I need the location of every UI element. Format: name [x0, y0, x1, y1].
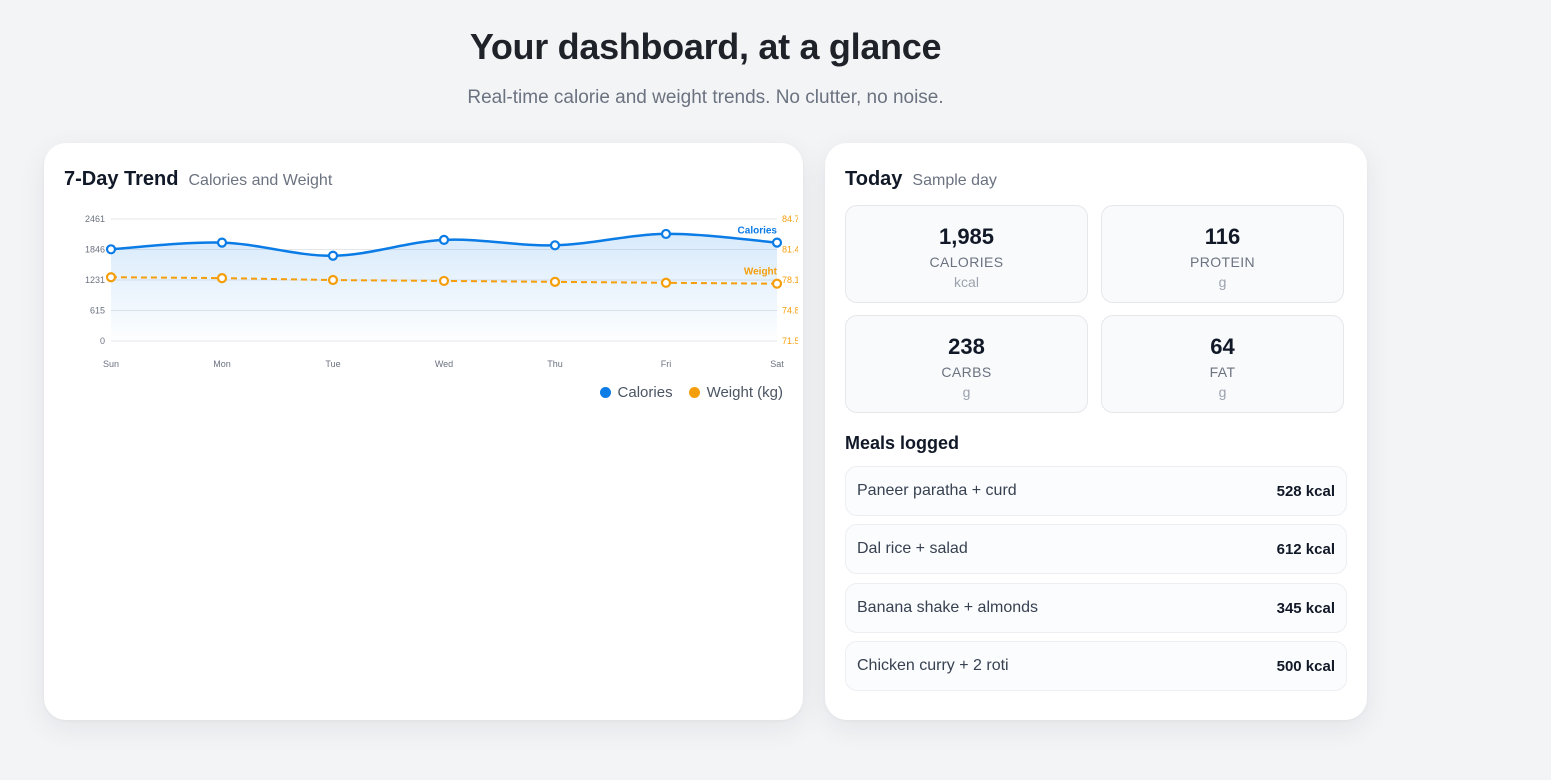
- legend-item-weight[interactable]: Weight (kg): [688, 384, 783, 401]
- point-weight: [438, 275, 450, 287]
- y-tick-label-right: 74.8: [782, 306, 798, 316]
- point-weight: [660, 277, 672, 288]
- point-calories: [216, 237, 228, 248]
- today-card: Today Sample day 1,985 CALORIES kcal 116…: [825, 143, 1367, 720]
- point-weight: [105, 272, 117, 283]
- page-title: Your dashboard, at a glance: [469, 26, 942, 67]
- meal-row[interactable]: Chicken curry + 2 roti 500 kcal: [845, 641, 1347, 691]
- x-tick-label: Fri: [661, 359, 672, 369]
- x-tick-label: Thu: [547, 359, 563, 369]
- meal-kcal: 528 kcal: [1276, 482, 1335, 500]
- series-area-calories: [111, 233, 777, 341]
- today-subtitle: Sample day: [912, 172, 997, 189]
- y-tick-label-right: 81.4: [782, 245, 798, 255]
- page-subtitle: Real-time calorie and weight trends. No …: [467, 87, 944, 108]
- point-weight: [549, 276, 561, 287]
- macro-value: 116: [1204, 224, 1241, 249]
- macro-unit: g: [962, 384, 971, 400]
- meal-name: Banana shake + almonds: [857, 599, 1039, 616]
- series-end-label-weight: Weight: [744, 267, 778, 278]
- y-tick-label-left: 2461: [85, 214, 105, 224]
- point-calories: [771, 237, 783, 248]
- macro-unit: g: [1218, 384, 1227, 400]
- trend-card: 7-Day Trend Calories and Weight 0 615 1231…: [44, 143, 803, 720]
- meal-row[interactable]: Paneer paratha + curd 528 kcal: [845, 466, 1347, 516]
- y-tick-label-left: 615: [90, 306, 105, 316]
- macro-value: 1,985: [938, 224, 995, 249]
- today-title: Today: [845, 168, 903, 190]
- macro-value: 64: [1210, 334, 1235, 359]
- meal-row[interactable]: Dal rice + salad 612 kcal: [845, 524, 1347, 574]
- macro-label: CARBS: [941, 364, 992, 380]
- macro-unit: kcal: [954, 274, 979, 290]
- y-tick-label-right: 78.1: [782, 275, 798, 285]
- x-tick-label: Sat: [770, 359, 784, 369]
- meals-title: Meals logged: [845, 433, 960, 453]
- point-calories: [105, 244, 117, 255]
- point-calories: [438, 234, 450, 245]
- legend-item-calories[interactable]: Calories: [599, 384, 673, 401]
- meal-kcal: 345 kcal: [1276, 599, 1335, 617]
- meal-row[interactable]: Banana shake + almonds 345 kcal: [845, 583, 1347, 633]
- macro-card-fat: 64 FAT g: [1101, 315, 1344, 413]
- x-tick-label: Mon: [213, 359, 231, 369]
- today-card-header: Today Sample day: [845, 168, 997, 191]
- x-tick-label: Tue: [325, 359, 340, 369]
- point-weight: [216, 273, 228, 284]
- point-calories: [327, 250, 339, 261]
- x-tick-label: Wed: [435, 359, 453, 369]
- macro-card-protein: 116 PROTEIN g: [1101, 205, 1344, 303]
- legend-dot-weight: [688, 387, 700, 398]
- trend-title: 7-Day Trend: [64, 168, 179, 190]
- legend-dot-calories: [599, 387, 611, 398]
- chart-legend: Calories Weight (kg): [599, 384, 783, 401]
- point-weight: [771, 278, 783, 289]
- y-tick-label-left: 1231: [85, 275, 105, 285]
- y-tick-label-left: 1846: [85, 245, 105, 255]
- point-calories: [660, 228, 672, 240]
- series-end-label-calories: Calories: [738, 226, 778, 237]
- trend-subtitle: Calories and Weight: [188, 172, 333, 189]
- legend-label-weight: Weight (kg): [706, 384, 783, 401]
- macro-card-carbs: 238 CARBS g: [845, 315, 1088, 413]
- point-calories: [549, 240, 561, 251]
- y-tick-label-right: 84.7: [782, 214, 798, 224]
- y-tick-label-left: 0: [100, 336, 105, 346]
- macro-card-calories: 1,985 CALORIES kcal: [845, 205, 1088, 303]
- macro-unit: g: [1218, 274, 1227, 290]
- macro-label: FAT: [1209, 364, 1236, 380]
- x-tick-label: Sun: [103, 359, 119, 369]
- macro-label: CALORIES: [929, 254, 1004, 270]
- meal-kcal: 612 kcal: [1276, 540, 1335, 558]
- meal-name: Dal rice + salad: [857, 540, 968, 557]
- legend-label-calories: Calories: [617, 384, 673, 401]
- macro-value: 238: [948, 334, 985, 359]
- trend-chart[interactable]: 0 615 1231 1846 2461 71.5 74.8 78.1 81.4 84.7 Sun M…: [74, 206, 798, 378]
- point-weight: [327, 274, 339, 286]
- meal-name: Chicken curry + 2 roti: [857, 657, 1009, 674]
- macro-label: PROTEIN: [1189, 254, 1256, 270]
- trend-card-header: 7-Day Trend Calories and Weight: [64, 168, 332, 191]
- meal-kcal: 500 kcal: [1276, 657, 1335, 675]
- meal-name: Paneer paratha + curd: [857, 482, 1017, 499]
- y-tick-label-right: 71.5: [782, 336, 798, 346]
